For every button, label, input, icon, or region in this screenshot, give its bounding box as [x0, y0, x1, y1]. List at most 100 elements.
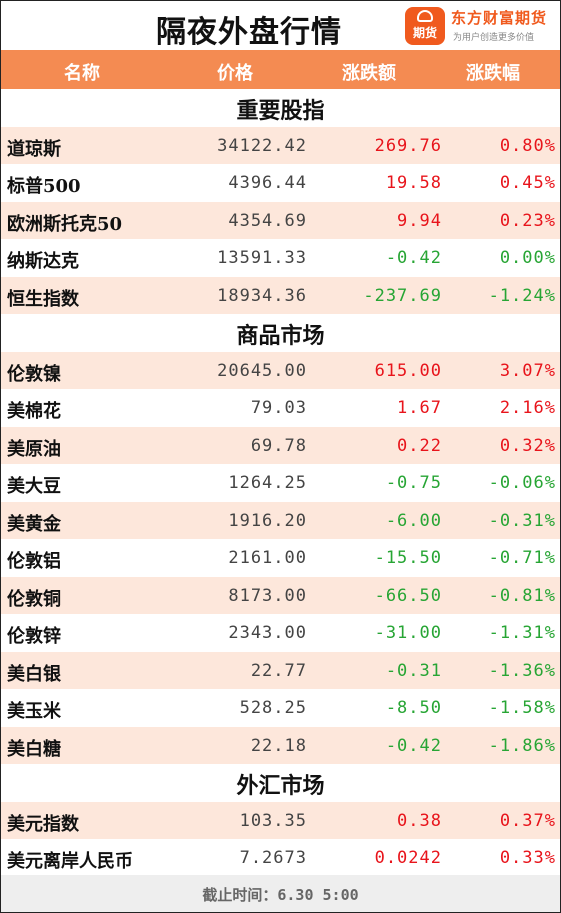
change-value: 615.00 [374, 360, 442, 381]
table-row: 伦敦铜 8173.00 -66.50 -0.81% [1, 576, 560, 614]
table-row: 美白糖 22.18 -0.42 -1.86% [1, 726, 560, 764]
table-row: 美白银 22.77 -0.31 -1.36% [1, 651, 560, 689]
table-row: 欧洲斯托克50 4354.69 9.94 0.23% [1, 201, 560, 239]
instrument-name: 标普500 [7, 176, 81, 197]
percent-value: 0.32% [499, 435, 556, 456]
price-value: 103.35 [239, 810, 307, 831]
percent-value: 3.07% [499, 360, 556, 381]
instrument-name: 纳斯达克 [7, 251, 79, 272]
change-value: -8.50 [385, 698, 442, 718]
instrument-name: 美元离岸人民币 [7, 851, 133, 872]
section-title: 外汇市场 [236, 773, 325, 799]
instrument-name: 恒生指数 [7, 288, 79, 310]
percent-value: -1.24% [488, 285, 556, 306]
percent-value: -1.86% [488, 735, 556, 756]
table-row: 美元离岸人民币 7.2673 0.0242 0.33% [1, 839, 560, 877]
price-value: 13591.33 [217, 248, 307, 268]
instrument-name: 美棉花 [7, 401, 61, 422]
table-row: 美元指数 103.35 0.38 0.37% [1, 801, 560, 839]
brand-tagline: 为用户创造更多价值 [453, 33, 535, 43]
table-row: 美玉米 528.25 -8.50 -1.58% [1, 689, 560, 727]
table-row: 美棉花 79.03 1.67 2.16% [1, 389, 560, 427]
percent-value: 0.45% [499, 173, 556, 193]
title-bar: 隔夜外盘行情 期货 东方财富期货 为用户创造更多价值 [1, 1, 560, 50]
price-value: 4396.44 [228, 173, 307, 193]
section-heading: 外汇市场 [1, 764, 560, 802]
price-value: 34122.42 [217, 135, 307, 156]
percent-value: -0.81% [488, 585, 556, 606]
deadline-text: 截止时间：6.30 5:00 [202, 886, 359, 904]
instrument-name: 美黄金 [7, 513, 61, 535]
change-value: 1.67 [397, 398, 442, 418]
price-value: 7.2673 [239, 848, 307, 868]
change-value: -0.31 [385, 660, 442, 681]
table-row: 纳斯达克 13591.33 -0.42 0.00% [1, 239, 560, 277]
table-row: 道琼斯 34122.42 269.76 0.80% [1, 126, 560, 164]
percent-value: 0.37% [499, 810, 556, 831]
change-value: -237.69 [363, 285, 442, 306]
section-heading: 重要股指 [1, 89, 560, 127]
instrument-name: 美玉米 [7, 701, 61, 722]
percent-value: 2.16% [499, 398, 556, 418]
change-value: -0.42 [385, 735, 442, 756]
instrument-name: 美元指数 [7, 813, 79, 835]
header-change: 涨跌额 [342, 63, 396, 84]
logo-text: 期货 [412, 26, 437, 40]
price-value: 22.18 [250, 735, 307, 756]
speech-bubble-icon [417, 10, 433, 22]
percent-value: -0.06% [488, 473, 556, 493]
price-value: 20645.00 [217, 360, 307, 381]
instrument-name: 伦敦铜 [7, 588, 61, 610]
price-value: 4354.69 [228, 210, 307, 231]
section-title: 商品市场 [236, 323, 325, 349]
instrument-name: 美大豆 [7, 476, 61, 497]
instrument-name: 美白银 [7, 663, 61, 685]
change-value: 9.94 [397, 210, 442, 231]
instrument-name: 道琼斯 [7, 138, 61, 160]
table-row: 伦敦锌 2343.00 -31.00 -1.31% [1, 614, 560, 652]
change-value: -15.50 [374, 548, 442, 568]
percent-value: 0.00% [499, 248, 556, 268]
footer: 截止时间：6.30 5:00 [1, 875, 560, 912]
instrument-name: 伦敦镍 [7, 363, 61, 385]
percent-value: -1.31% [488, 623, 556, 643]
table-row: 伦敦镍 20645.00 615.00 3.07% [1, 351, 560, 389]
table-row: 美黄金 1916.20 -6.00 -0.31% [1, 501, 560, 539]
percent-value: 0.23% [499, 210, 556, 231]
brand-name: 东方财富期货 [451, 9, 548, 27]
price-value: 8173.00 [228, 585, 307, 606]
change-value: 19.58 [385, 173, 442, 193]
table-row: 恒生指数 18934.36 -237.69 -1.24% [1, 276, 560, 314]
change-value: 0.0242 [374, 848, 442, 868]
price-value: 1264.25 [228, 473, 307, 493]
price-value: 18934.36 [217, 285, 307, 306]
price-value: 2161.00 [228, 548, 307, 568]
percent-value: 0.80% [499, 135, 556, 156]
brand-logo: 期货 [405, 7, 445, 45]
change-value: -31.00 [374, 623, 442, 643]
page-title: 隔夜外盘行情 [156, 15, 342, 50]
table-header: 名称 价格 涨跌额 涨跌幅 [1, 50, 560, 89]
change-value: -6.00 [385, 510, 442, 531]
change-value: -0.75 [385, 473, 442, 493]
price-value: 79.03 [250, 398, 307, 418]
percent-value: -0.71% [488, 548, 556, 568]
instrument-name: 欧洲斯托克50 [7, 213, 123, 235]
percent-value: -1.58% [488, 698, 556, 718]
instrument-name: 美白糖 [7, 738, 61, 760]
table-row: 伦敦铝 2161.00 -15.50 -0.71% [1, 539, 560, 577]
header-name: 名称 [64, 63, 100, 84]
instrument-name: 伦敦铝 [7, 551, 61, 572]
table-row: 美原油 69.78 0.22 0.32% [1, 426, 560, 464]
price-value: 528.25 [239, 698, 307, 718]
percent-value: 0.33% [499, 848, 556, 868]
table-row: 标普500 4396.44 19.58 0.45% [1, 164, 560, 202]
change-value: -66.50 [374, 585, 442, 606]
change-value: 0.38 [397, 810, 442, 831]
section-title: 重要股指 [236, 98, 325, 124]
instrument-name: 美原油 [7, 438, 61, 460]
percent-value: -0.31% [488, 510, 556, 531]
change-value: 269.76 [374, 135, 442, 156]
price-value: 2343.00 [228, 623, 307, 643]
